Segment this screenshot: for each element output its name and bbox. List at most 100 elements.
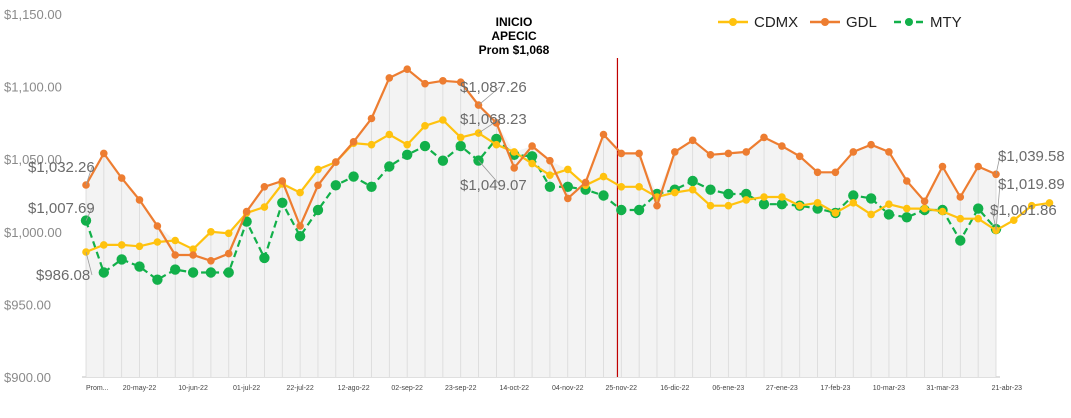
data-point-gdl: [135, 196, 144, 204]
legend-label-cdmx: CDMX: [754, 14, 798, 31]
data-point-mty: [223, 267, 234, 278]
data-point-cdmx: [135, 242, 144, 251]
value-label: $1,001.86: [990, 202, 1057, 219]
data-point-gdl: [421, 79, 429, 88]
data-point-cdmx: [439, 116, 447, 124]
data-point-mty: [848, 190, 859, 201]
data-point-gdl: [903, 177, 911, 185]
legend-label-gdl: GDL: [846, 14, 877, 31]
data-point-cdmx: [599, 172, 608, 181]
data-point-mty: [544, 181, 556, 192]
x-tick-label: 01-jul-22: [233, 385, 260, 392]
leader-line: [995, 155, 1001, 175]
data-point-gdl: [974, 162, 982, 171]
data-point-gdl: [617, 149, 626, 158]
data-point-cdmx: [688, 185, 697, 194]
data-point-gdl: [403, 65, 412, 73]
data-point-gdl: [671, 148, 679, 156]
drop-lines: [85, 69, 997, 377]
data-point-mty: [901, 212, 912, 223]
data-point-cdmx: [367, 140, 376, 149]
y-tick-label: $1,050.00: [4, 152, 62, 167]
legend: CDMX GDL MTY: [718, 14, 962, 31]
annotation-line-2: APECIC: [491, 29, 537, 43]
value-label: $1,019.89: [998, 176, 1065, 193]
data-point-gdl: [242, 207, 251, 216]
data-point-mty: [259, 252, 270, 264]
data-point-gdl: [456, 78, 465, 86]
data-point-gdl: [635, 149, 643, 158]
data-point-mty: [205, 267, 217, 278]
data-point-gdl: [82, 181, 90, 189]
data-point-gdl: [314, 181, 322, 190]
data-point-mty: [437, 155, 449, 166]
legend-marker-mty: [905, 18, 913, 26]
data-point-gdl: [332, 158, 340, 166]
data-point-cdmx: [724, 201, 733, 210]
y-tick-label: $1,150.00: [4, 7, 62, 22]
x-tick-label: 23-sep-22: [445, 385, 477, 392]
data-point-mty: [419, 140, 431, 152]
data-point-mty: [116, 254, 127, 265]
data-point-cdmx: [974, 214, 982, 223]
data-point-cdmx: [671, 188, 679, 197]
data-point-cdmx: [617, 183, 626, 191]
leader-line: [478, 118, 501, 134]
data-point-gdl: [510, 164, 518, 172]
data-point-mty: [562, 181, 573, 192]
data-point-gdl: [564, 194, 572, 203]
data-point-cdmx: [153, 238, 162, 246]
data-point-gdl: [581, 178, 590, 187]
data-point-cdmx: [813, 199, 822, 207]
data-point-gdl: [885, 148, 893, 156]
data-point-mty: [812, 203, 823, 214]
x-tick-label: 06-ene-23: [712, 385, 744, 392]
data-point-mty: [348, 171, 359, 182]
y-tick-label: $1,000.00: [4, 225, 62, 240]
data-point-gdl: [920, 197, 929, 206]
data-point-cdmx: [82, 248, 90, 256]
data-point-gdl: [760, 133, 768, 142]
data-point-cdmx: [903, 204, 911, 213]
data-point-cdmx: [314, 165, 322, 174]
data-point-gdl: [831, 168, 840, 177]
x-tick-label: 20-may-22: [123, 385, 157, 392]
data-point-cdmx: [421, 122, 429, 130]
x-axis: Prom... 20-may-22 10-jun-22 01-jul-22 22-jul…: [86, 385, 1022, 392]
data-point-gdl: [546, 156, 554, 165]
data-point-cdmx: [831, 209, 840, 217]
data-point-cdmx: [1027, 201, 1036, 210]
x-tick-label: 21-abr-23: [992, 385, 1022, 392]
annotation-line-3: Prom $1,068: [479, 43, 550, 57]
data-point-gdl: [349, 138, 358, 146]
data-point-mty: [723, 188, 734, 200]
data-point-gdl: [385, 74, 394, 82]
data-point-mty: [955, 235, 966, 246]
data-point-gdl: [813, 168, 822, 177]
leader-line: [85, 166, 93, 186]
data-point-cdmx: [456, 133, 465, 142]
data-point-cdmx: [706, 201, 715, 210]
data-point-mty: [384, 161, 395, 172]
data-point-mty: [402, 149, 413, 160]
data-point-gdl: [296, 222, 304, 230]
value-labels: $1,032.26 $1,007.69 $986.08 $1,087.26 $1,068…: [28, 79, 1065, 284]
data-point-cdmx: [385, 130, 394, 139]
data-point-gdl: [439, 77, 447, 85]
data-point-mty: [170, 264, 181, 275]
leader-line: [995, 183, 1001, 231]
data-point-gdl: [724, 149, 733, 158]
data-point-gdl: [207, 257, 215, 265]
leader-line: [478, 86, 501, 106]
leader-line: [991, 209, 997, 230]
data-point-gdl: [938, 162, 947, 171]
data-point-mty: [687, 175, 698, 187]
data-point-mty: [616, 204, 627, 216]
data-point-cdmx: [207, 228, 215, 236]
data-point-cdmx: [403, 140, 412, 149]
data-point-cdmx: [1010, 216, 1018, 224]
data-point-cdmx: [849, 199, 858, 207]
data-point-mty: [883, 209, 895, 220]
x-tick-label: 16-dic-22: [660, 385, 689, 392]
data-point-cdmx: [1045, 199, 1054, 207]
